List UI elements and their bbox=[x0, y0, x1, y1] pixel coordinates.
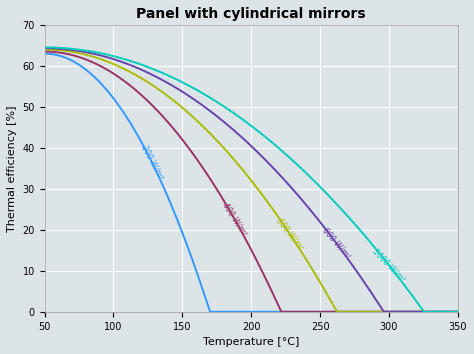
Text: 600 W/m²: 600 W/m² bbox=[274, 216, 305, 251]
Title: Panel with cylindrical mirrors: Panel with cylindrical mirrors bbox=[137, 7, 366, 21]
Text: 1000 W/m²: 1000 W/m² bbox=[371, 247, 407, 284]
Text: 400 W/m²: 400 W/m² bbox=[221, 201, 249, 238]
Text: 200 W/m²: 200 W/m² bbox=[139, 144, 165, 181]
Y-axis label: Thermal efficiency [%]: Thermal efficiency [%] bbox=[7, 105, 17, 232]
X-axis label: Temperature [°C]: Temperature [°C] bbox=[203, 337, 300, 347]
Text: 800 W/m²: 800 W/m² bbox=[321, 227, 352, 261]
